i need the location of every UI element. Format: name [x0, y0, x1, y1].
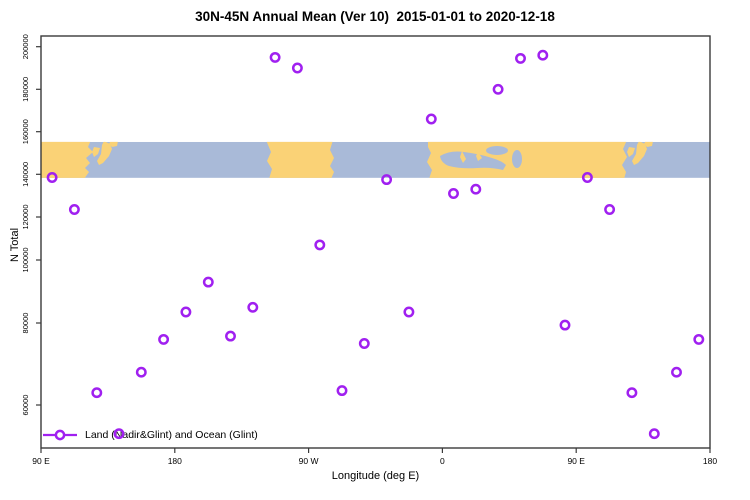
data-point [537, 49, 549, 61]
data-point [425, 113, 437, 125]
data-point [46, 172, 58, 183]
data-point [225, 330, 236, 342]
data-point [135, 366, 147, 378]
x-tick-label: 90 E [32, 456, 50, 466]
x-tick-label: 0 [440, 456, 445, 466]
y-axis-label: N Total [9, 227, 21, 263]
y-tick-label: 140000 [21, 162, 30, 187]
data-point [581, 172, 593, 183]
data-point [291, 62, 303, 74]
data-point [91, 387, 103, 399]
data-point [381, 174, 393, 186]
y-tick-label: 100000 [21, 247, 30, 272]
y-tick-label: 180000 [21, 77, 30, 102]
data-point [269, 51, 281, 63]
y-tick-label: 160000 [21, 119, 30, 144]
x-tick-label: 90 E [567, 456, 585, 466]
chart-title: 30N-45N Annual Mean (Ver 10) 2015-01-01 … [195, 9, 555, 24]
x-axis-label: Longitude (deg E) [331, 470, 420, 482]
data-point [202, 276, 214, 288]
x-tick-label: 180 [703, 456, 717, 466]
data-point [693, 333, 705, 345]
data-point [68, 204, 80, 215]
legend-label: Land (Nadir&Glint) and Ocean (Glint) [85, 429, 258, 441]
data-point [247, 301, 259, 313]
y-tick-label: 120000 [21, 204, 30, 229]
y-tick-label: 80000 [21, 313, 30, 334]
data-point [648, 428, 660, 440]
data-point [358, 338, 370, 349]
data-point [492, 83, 504, 95]
data-point [626, 387, 638, 399]
x-tick-label: 90 W [299, 456, 319, 466]
data-point [559, 319, 571, 331]
data-point [336, 385, 348, 397]
data-point [158, 333, 170, 345]
x-tick-label: 180 [168, 456, 182, 466]
data-point [515, 52, 526, 64]
data-point [403, 306, 415, 318]
data-points [46, 49, 705, 440]
data-point [470, 183, 482, 195]
map-band [41, 141, 710, 178]
legend-marker-icon [43, 429, 77, 441]
legend: Land (Nadir&Glint) and Ocean (Glint) [42, 429, 258, 441]
data-point [604, 204, 616, 215]
data-point [180, 306, 192, 318]
plot-frame [40, 35, 711, 449]
data-point [671, 366, 682, 378]
data-point [314, 239, 326, 251]
y-tick-label: 200000 [21, 34, 30, 59]
y-tick-label: 60000 [21, 395, 30, 416]
data-point [448, 188, 459, 199]
axis-ticks: 90 E 180 90 W 0 90 E 180 200000 180000 160000 140… [21, 34, 717, 466]
